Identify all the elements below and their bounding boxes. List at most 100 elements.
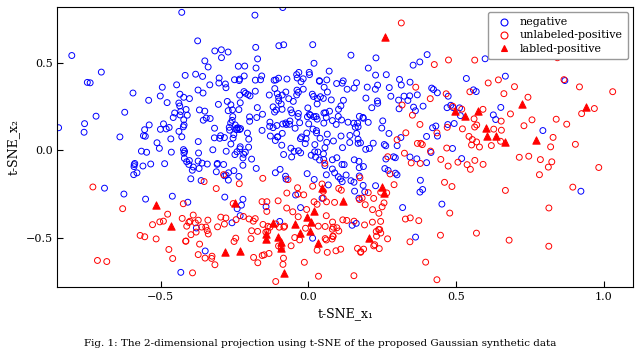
Point bbox=[372, 82, 383, 88]
Point bbox=[298, 76, 308, 82]
Point bbox=[235, 213, 245, 219]
Point bbox=[321, 213, 332, 219]
Point bbox=[231, 217, 241, 222]
Point bbox=[210, 48, 220, 54]
Point bbox=[282, 190, 292, 196]
Point bbox=[245, 93, 255, 99]
Point bbox=[380, 34, 390, 39]
Point bbox=[186, 176, 196, 182]
Point bbox=[406, 160, 417, 166]
Point bbox=[491, 133, 501, 139]
Point bbox=[372, 98, 383, 104]
Point bbox=[444, 57, 454, 63]
Point bbox=[527, 117, 537, 122]
Point bbox=[296, 79, 306, 84]
Point bbox=[253, 260, 263, 265]
Point bbox=[212, 162, 222, 167]
Point bbox=[182, 159, 192, 164]
Point bbox=[4, 98, 14, 103]
Point bbox=[246, 228, 257, 234]
Point bbox=[273, 198, 284, 203]
Point bbox=[392, 172, 402, 178]
Point bbox=[294, 230, 305, 236]
Point bbox=[179, 150, 189, 156]
Point bbox=[210, 262, 220, 268]
Point bbox=[376, 230, 386, 236]
Point bbox=[140, 127, 150, 132]
Point bbox=[195, 241, 205, 247]
Point bbox=[135, 233, 145, 238]
Point bbox=[399, 150, 410, 156]
Point bbox=[316, 94, 326, 100]
Point bbox=[130, 161, 140, 166]
Point bbox=[465, 89, 475, 95]
Point bbox=[480, 56, 490, 62]
Point bbox=[392, 143, 403, 149]
Point bbox=[354, 158, 364, 164]
Point bbox=[156, 126, 166, 132]
Point bbox=[314, 78, 324, 84]
Point bbox=[239, 89, 249, 94]
Point bbox=[363, 120, 373, 125]
Point bbox=[307, 92, 317, 97]
Point bbox=[251, 165, 261, 171]
Point bbox=[218, 162, 228, 167]
Point bbox=[483, 80, 493, 86]
Point bbox=[54, 125, 64, 131]
Point bbox=[276, 246, 286, 251]
Point bbox=[422, 134, 432, 139]
Point bbox=[200, 108, 210, 114]
Point bbox=[289, 149, 300, 154]
Point bbox=[347, 222, 357, 228]
Point bbox=[408, 104, 419, 110]
Point bbox=[234, 107, 244, 112]
Point bbox=[422, 52, 432, 57]
Point bbox=[442, 105, 452, 111]
Point bbox=[312, 201, 322, 207]
Point bbox=[212, 161, 223, 166]
Point bbox=[531, 137, 541, 142]
Point bbox=[273, 243, 284, 249]
Point bbox=[312, 130, 322, 136]
Point bbox=[415, 161, 426, 166]
Point bbox=[309, 199, 319, 205]
Point bbox=[278, 5, 288, 10]
Point bbox=[230, 200, 241, 206]
Point bbox=[228, 132, 239, 137]
Point bbox=[349, 180, 359, 185]
Point bbox=[177, 215, 188, 221]
Point bbox=[145, 161, 156, 167]
Point bbox=[282, 76, 292, 82]
Point bbox=[378, 118, 388, 124]
Point bbox=[320, 163, 330, 169]
Point bbox=[195, 107, 205, 113]
Point bbox=[199, 179, 209, 184]
Point bbox=[460, 113, 470, 119]
Point bbox=[251, 65, 261, 71]
Point bbox=[225, 127, 235, 133]
Point bbox=[129, 164, 139, 169]
Point bbox=[328, 219, 338, 225]
Point bbox=[220, 81, 230, 87]
Point bbox=[119, 191, 129, 197]
Point bbox=[275, 166, 285, 172]
Point bbox=[545, 144, 556, 150]
Point bbox=[253, 228, 263, 234]
Point bbox=[277, 131, 287, 136]
Point bbox=[528, 33, 538, 38]
Point bbox=[301, 207, 312, 212]
Point bbox=[184, 162, 194, 167]
Point bbox=[151, 203, 161, 208]
Point bbox=[420, 259, 431, 265]
Point bbox=[355, 114, 365, 119]
Point bbox=[227, 118, 237, 123]
Point bbox=[440, 180, 450, 185]
Point bbox=[339, 162, 349, 168]
Point bbox=[486, 143, 497, 149]
Point bbox=[309, 177, 319, 182]
Point bbox=[441, 91, 451, 96]
Point bbox=[238, 155, 248, 161]
Point bbox=[235, 146, 245, 152]
Point bbox=[136, 148, 147, 154]
Point bbox=[425, 96, 435, 101]
